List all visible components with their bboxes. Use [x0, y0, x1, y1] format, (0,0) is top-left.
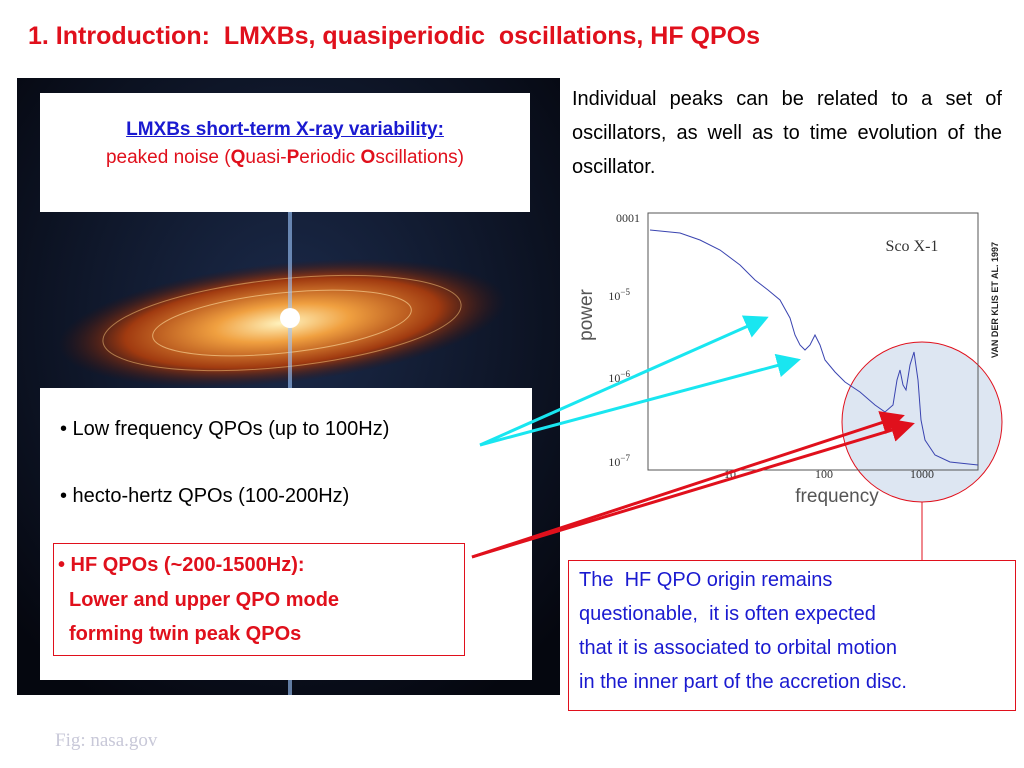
highlight-box: • HF QPOs (~200-1500Hz): Lower and upper… — [53, 543, 465, 656]
highlight-line: Lower and upper QPO mode — [69, 589, 340, 611]
y-tick-label: 10−7 — [608, 453, 630, 469]
bullet: • hecto-hertz QPOs (100-200Hz) — [60, 485, 350, 507]
spectrum-plot: 0001 10−5 10−6 10−7 10 100 1000 Sco X-1 … — [576, 211, 1003, 560]
arrow — [479, 353, 801, 447]
tick-exp: −6 — [620, 369, 630, 379]
arrow — [471, 411, 905, 559]
subtitle: peaked noise (Quasi-Periodic Oscillation… — [40, 147, 530, 169]
x-tick-label: 100 — [815, 467, 833, 481]
x-tick-label: 1000 — [910, 467, 934, 481]
text: peaked noise ( — [105, 147, 231, 168]
tick-base: 10 — [608, 455, 620, 469]
header-box: LMXBs short-term X-ray variability: peak… — [40, 93, 530, 212]
text: scillations) — [375, 147, 465, 168]
text: uasi- — [245, 147, 287, 168]
tick-base: 10 — [608, 289, 620, 303]
y-tick-label: 10−5 — [608, 287, 630, 303]
y-tick-label: 10−6 — [608, 369, 630, 385]
source-label: Sco X-1 — [886, 238, 939, 255]
tick-exp: −7 — [620, 453, 630, 463]
note-line: in the inner part of the accretion disc. — [579, 671, 907, 693]
note-box: The HF QPO origin remains questionable, … — [568, 560, 1016, 711]
caption: Fig: nasa.gov — [55, 730, 158, 751]
highlight-line: • HF QPOs (~200-1500Hz): — [58, 554, 305, 576]
arrow — [479, 315, 769, 447]
arrow — [471, 418, 915, 559]
tick-exp: −5 — [620, 287, 630, 297]
slide-title: 1. Introduction: LMXBs, quasiperiodic os… — [28, 22, 761, 50]
text: Q — [230, 147, 246, 168]
plot-frame — [647, 212, 979, 471]
spectrum-line — [649, 229, 979, 466]
note-line: The HF QPO origin remains — [579, 569, 833, 591]
note-line: that it is associated to orbital motion — [579, 637, 897, 659]
description: Individual peaks can be related to a set… — [572, 88, 1002, 178]
y-tick-label: 0001 — [616, 211, 640, 225]
y-axis-label: power — [576, 288, 597, 340]
heading: LMXBs short-term X-ray variability: — [126, 119, 444, 140]
highlight-line: forming twin peak QPOs — [69, 623, 302, 645]
note-line: questionable, it is often expected — [579, 603, 876, 625]
text: eriodic — [299, 147, 361, 168]
tick-base: 10 — [608, 371, 620, 385]
text: O — [360, 147, 376, 168]
credit: VAN DER KLIS ET AL. 1997 — [990, 242, 1000, 358]
text: P — [286, 147, 300, 168]
tick-base: 0001 — [616, 211, 640, 225]
bullet-box: • Low frequency QPOs (up to 100Hz) • hec… — [40, 388, 532, 680]
bullet: • Low frequency QPOs (up to 100Hz) — [60, 418, 390, 440]
x-axis-label: frequency — [795, 486, 879, 507]
